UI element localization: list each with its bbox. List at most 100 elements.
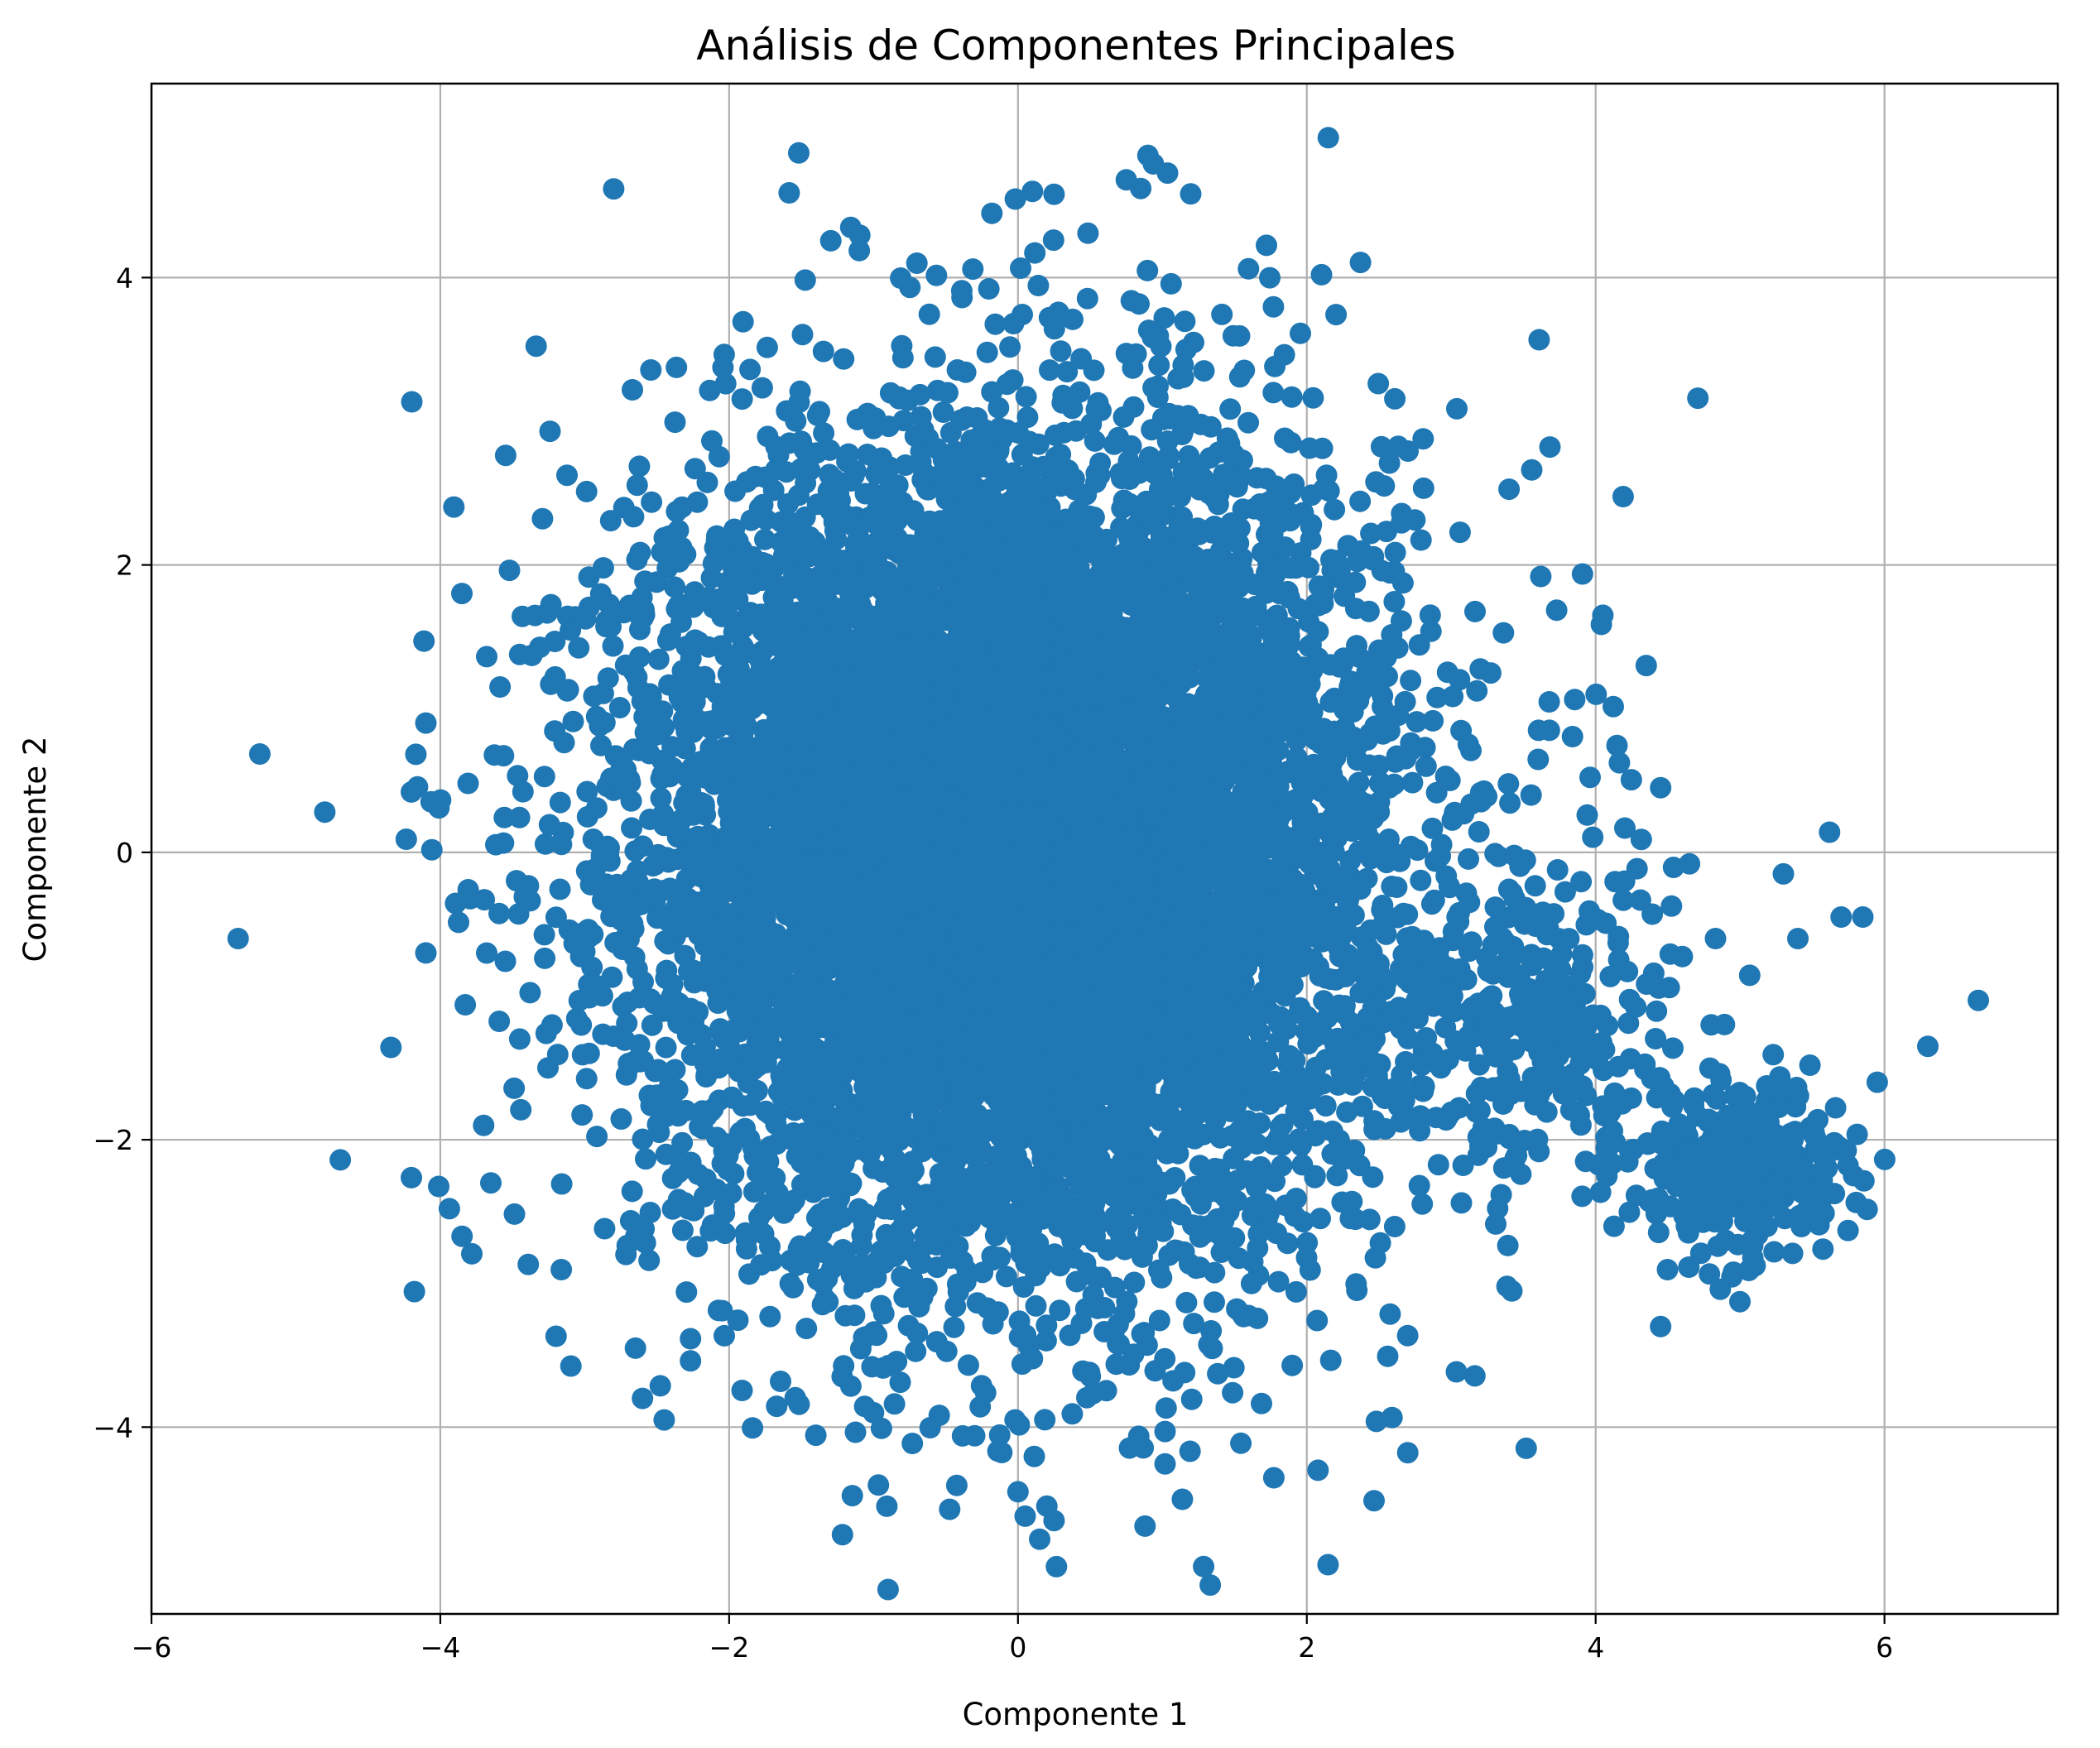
scatter-point [549,791,571,814]
scatter-point [1545,599,1568,622]
scatter-point [1256,234,1277,257]
scatter-point [671,1219,694,1241]
scatter-point [438,1198,460,1220]
scatter-point [1497,773,1520,795]
scatter-point [1222,1381,1244,1404]
scatter-point [562,710,584,732]
scatter-point [549,878,571,900]
scatter-point [1219,398,1242,420]
scatter-point [537,1057,559,1079]
scatter-point [510,1098,532,1121]
scatter-point [727,1309,749,1332]
scatter-point [655,1036,677,1059]
scatter-point [1571,563,1593,585]
scatter-point [503,1077,526,1099]
scatter-point [454,994,477,1016]
scatter-point [1370,435,1392,458]
scatter-point [1570,871,1593,893]
scatter-point [535,1022,557,1044]
scatter-point [883,1393,906,1415]
scatter-point [1406,839,1429,862]
scatter-point [1384,541,1406,564]
scatter-point [1155,1397,1177,1419]
scatter-point [571,1044,593,1066]
scatter-point [977,1297,998,1319]
scatter-point [451,583,473,605]
scatter-point [731,388,753,411]
scatter-point [1154,1347,1176,1370]
scatter-point [601,966,623,988]
scatter-point [380,1036,402,1059]
scatter-point [1687,387,1709,410]
scatter-point [889,1371,911,1394]
scatter-point [1317,1554,1339,1576]
scatter-point [1193,360,1215,382]
scatter-point [519,982,541,1004]
scatter-point [1460,739,1482,761]
scatter-point [742,1417,764,1439]
scatter-point [766,1395,788,1418]
scatter-point [1554,881,1576,903]
scatter-point [1049,1299,1071,1322]
scatter-point [1183,331,1204,353]
scatter-point [1183,1313,1205,1335]
scatter-point [248,743,271,765]
scatter-point [1358,1208,1381,1231]
scatter-point [538,814,560,836]
scatter-point [1251,1392,1272,1414]
scatter-point [707,1299,729,1322]
scatter-point [560,1355,582,1377]
scatter-point [1065,1270,1088,1293]
scatter-point [1105,1353,1127,1376]
scatter-point [1211,303,1233,325]
scatter-point [1408,634,1430,656]
scatter-point [1410,529,1432,551]
scatter-point [1438,875,1460,897]
scatter-point [844,1421,867,1443]
scatter-point [619,1210,642,1232]
scatter-point [621,1180,643,1203]
scatter-point [403,1280,425,1303]
scatter-point [939,1498,961,1520]
scatter-point [1134,1515,1156,1537]
scatter-point [329,1149,352,1171]
scatter-point [1290,322,1311,344]
scatter-point [517,1253,540,1275]
scatter-point [1378,452,1401,474]
scatter-point [1325,304,1348,326]
scatter-point [1023,1445,1045,1467]
scatter-point [1281,1354,1304,1376]
scatter-point [1422,709,1444,732]
scatter-point [1445,1361,1468,1383]
scatter-point [1386,876,1408,898]
scatter-point [640,359,662,381]
scatter-point [1412,428,1434,450]
scatter-point [680,1350,702,1372]
scatter-point [1376,521,1397,543]
scatter-point [1367,372,1390,395]
scatter-point [1317,127,1339,149]
scatter-point [1281,386,1303,408]
scatter-point [533,766,555,788]
scatter-point [1174,310,1196,333]
scatter-point [1050,340,1072,363]
scatter-point [626,474,648,497]
scatter-point [759,1305,781,1328]
scatter-point [1044,424,1066,446]
scatter-point [1396,1442,1419,1464]
scatter-point [602,635,624,657]
scatter-point [1381,1406,1403,1429]
scatter-point [1307,1459,1329,1481]
scatter-point [1391,502,1413,525]
scatter-point [1262,1467,1285,1489]
scatter-point [1154,1420,1176,1443]
scatter-point [457,772,479,795]
scatter-point [1299,1259,1321,1281]
scatter-point [571,1104,593,1126]
scatter-point [1576,804,1598,826]
scatter-point [1419,604,1441,627]
scatter-point [1035,1329,1057,1352]
scatter-point [1171,1488,1194,1510]
